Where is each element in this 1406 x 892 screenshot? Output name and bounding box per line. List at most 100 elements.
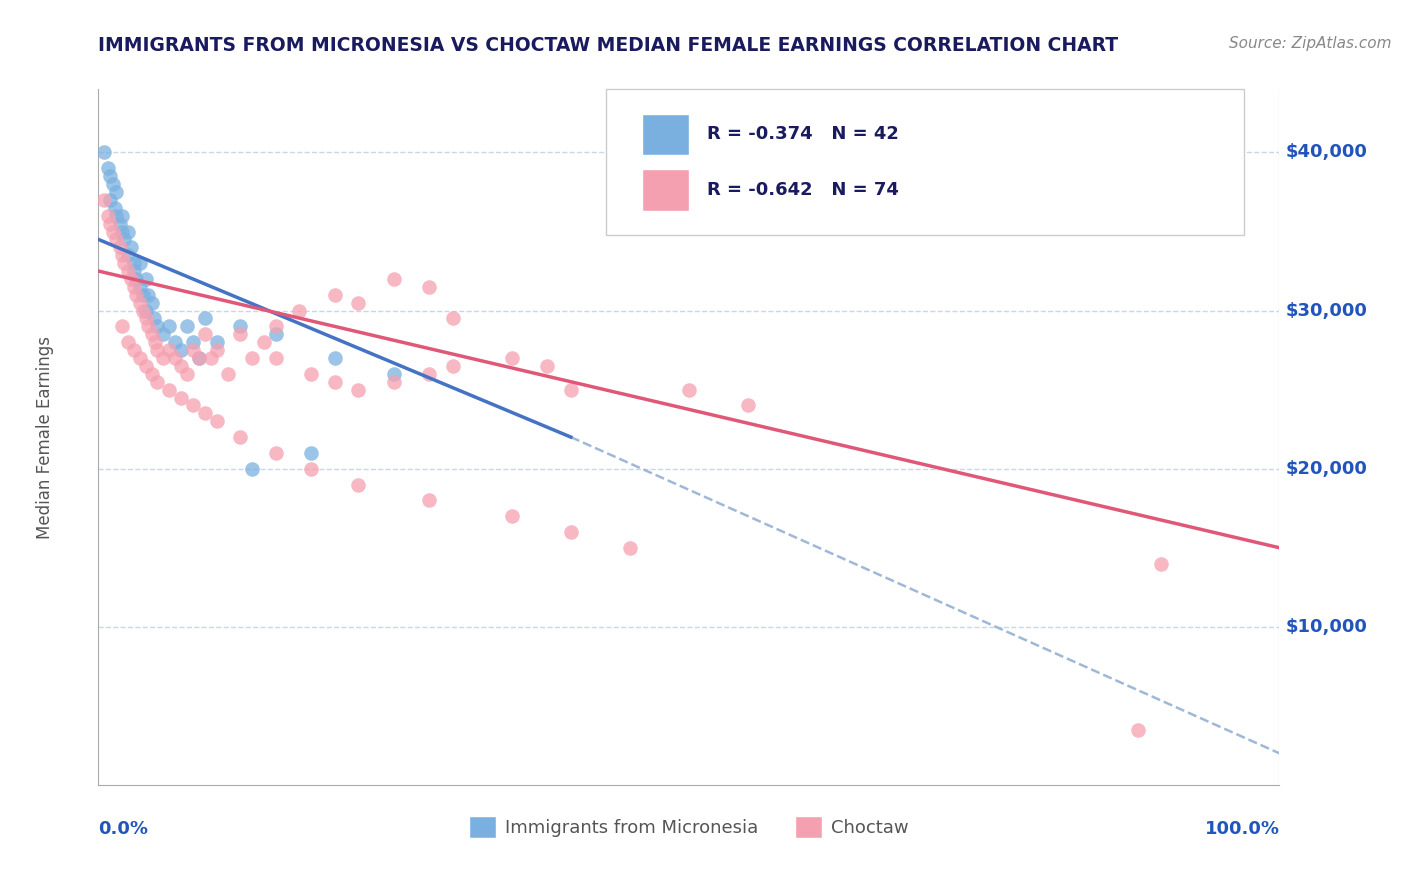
- Point: [170, 391, 193, 405]
- Point: [157, 383, 180, 397]
- Point: [441, 359, 464, 373]
- Point: [117, 335, 139, 350]
- Text: IMMIGRANTS FROM MICRONESIA VS CHOCTAW MEDIAN FEMALE EARNINGS CORRELATION CHART: IMMIGRANTS FROM MICRONESIA VS CHOCTAW ME…: [98, 36, 1119, 54]
- Point: [135, 311, 157, 326]
- Point: [122, 343, 145, 358]
- Point: [264, 319, 287, 334]
- Point: [122, 264, 145, 278]
- Point: [187, 351, 209, 365]
- Point: [205, 343, 228, 358]
- Point: [135, 303, 157, 318]
- Point: [229, 319, 252, 334]
- Point: [205, 414, 228, 428]
- Point: [112, 232, 135, 246]
- Point: [382, 367, 405, 381]
- Text: $30,000: $30,000: [1285, 301, 1367, 319]
- Point: [347, 477, 370, 491]
- Point: [135, 359, 157, 373]
- Point: [121, 240, 143, 254]
- Point: [323, 375, 346, 389]
- Point: [157, 319, 180, 334]
- Point: [105, 185, 128, 199]
- Point: [112, 256, 135, 270]
- Point: [143, 335, 166, 350]
- Point: [146, 375, 169, 389]
- Point: [93, 193, 115, 207]
- Point: [501, 351, 523, 365]
- Point: [125, 272, 148, 286]
- Point: [97, 209, 120, 223]
- Point: [264, 327, 287, 342]
- Point: [187, 351, 209, 365]
- Bar: [641, 169, 689, 211]
- Legend: Immigrants from Micronesia, Choctaw: Immigrants from Micronesia, Choctaw: [463, 809, 915, 846]
- Point: [560, 524, 582, 539]
- Point: [253, 335, 276, 350]
- FancyBboxPatch shape: [606, 89, 1244, 235]
- Point: [121, 272, 143, 286]
- Point: [200, 351, 222, 365]
- Point: [240, 461, 263, 475]
- Point: [117, 248, 139, 262]
- Point: [619, 541, 641, 555]
- Text: $40,000: $40,000: [1285, 144, 1367, 161]
- Point: [165, 351, 187, 365]
- Point: [136, 319, 159, 334]
- Point: [418, 493, 440, 508]
- Text: $20,000: $20,000: [1285, 459, 1367, 478]
- Point: [111, 209, 134, 223]
- Point: [194, 327, 217, 342]
- Point: [141, 367, 163, 381]
- Point: [347, 383, 370, 397]
- Point: [382, 375, 405, 389]
- Point: [441, 311, 464, 326]
- Point: [560, 383, 582, 397]
- Point: [240, 351, 263, 365]
- Text: $10,000: $10,000: [1285, 618, 1367, 636]
- Text: R = -0.642   N = 74: R = -0.642 N = 74: [707, 181, 898, 199]
- Point: [128, 295, 150, 310]
- Point: [737, 399, 759, 413]
- Point: [194, 406, 217, 420]
- Point: [128, 280, 150, 294]
- Text: 0.0%: 0.0%: [98, 820, 149, 838]
- Point: [181, 335, 204, 350]
- Point: [141, 327, 163, 342]
- Point: [152, 327, 174, 342]
- Point: [299, 367, 322, 381]
- Point: [678, 383, 700, 397]
- Point: [194, 311, 217, 326]
- Point: [299, 446, 322, 460]
- Point: [181, 343, 204, 358]
- Point: [299, 461, 322, 475]
- Point: [136, 287, 159, 301]
- Point: [229, 327, 252, 342]
- Text: R = -0.374   N = 42: R = -0.374 N = 42: [707, 126, 898, 144]
- Point: [125, 287, 148, 301]
- Point: [108, 217, 131, 231]
- Point: [536, 359, 558, 373]
- Point: [181, 399, 204, 413]
- Point: [205, 335, 228, 350]
- Point: [128, 351, 150, 365]
- Point: [264, 446, 287, 460]
- Point: [152, 351, 174, 365]
- Point: [108, 240, 131, 254]
- Point: [104, 201, 127, 215]
- Point: [105, 209, 128, 223]
- Point: [111, 225, 134, 239]
- Point: [132, 287, 155, 301]
- Point: [229, 430, 252, 444]
- Point: [122, 256, 145, 270]
- Point: [141, 295, 163, 310]
- Point: [288, 303, 311, 318]
- Text: 100.0%: 100.0%: [1205, 820, 1279, 838]
- Point: [418, 280, 440, 294]
- Point: [217, 367, 239, 381]
- Point: [97, 161, 120, 176]
- Point: [101, 225, 124, 239]
- Point: [98, 217, 121, 231]
- Point: [347, 295, 370, 310]
- Point: [132, 303, 155, 318]
- Point: [117, 264, 139, 278]
